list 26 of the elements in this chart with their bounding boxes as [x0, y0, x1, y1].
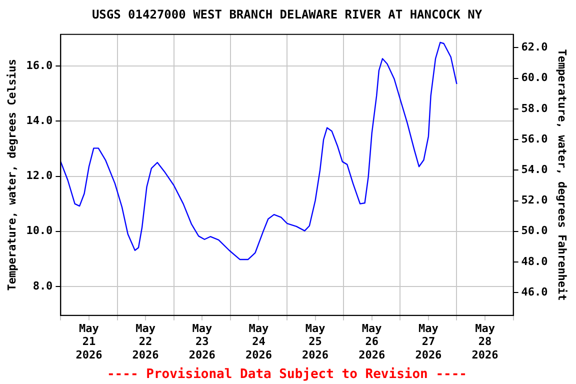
y2-tick-label: 46.0: [521, 285, 548, 298]
y-tick-label: 14.0: [26, 114, 53, 128]
y-tick-label: 16.0: [26, 58, 53, 72]
y-tick-label: 10.0: [26, 224, 53, 238]
y-tick-label: 12.0: [26, 169, 53, 182]
y2-tick-label: 52.0: [521, 194, 548, 207]
y2-axis-title: Temperature, water, degrees Fahrenheit: [556, 49, 569, 301]
y2-tick-label: 54.0: [521, 163, 548, 176]
text: ---- Provisional Data Subject to Revision ----: [106, 367, 468, 382]
chart-title: USGS 01427000 WEST BRANCH DELAWARE RIVER AT HANCOCK NY: [92, 7, 483, 22]
x-tick-label: May 23 2026: [188, 322, 216, 362]
y-tick-label: 8.0: [32, 279, 53, 292]
y2-tick-label: 50.0: [521, 224, 548, 238]
x-tick-label: May 25 2026: [302, 322, 329, 362]
x-tick-label: May 22 2026: [132, 322, 160, 362]
y2-tick-label: 60.0: [521, 71, 548, 84]
y2-tick-label: 56.0: [521, 132, 548, 146]
y-axis-title: Temperature, water, degrees Celsius: [5, 59, 18, 291]
y2-tick-label: 62.0: [521, 40, 548, 54]
y2-tick-label: 58.0: [521, 102, 548, 115]
x-tick-label: May 28 2026: [472, 322, 499, 362]
y2-tick-label: 48.0: [521, 254, 548, 268]
x-tick-label: May 26 2026: [358, 322, 386, 362]
x-tick-label: May 21 2026: [76, 322, 103, 362]
x-tick-label: May 27 2026: [415, 322, 442, 362]
x-tick-label: May 24 2026: [245, 322, 272, 362]
